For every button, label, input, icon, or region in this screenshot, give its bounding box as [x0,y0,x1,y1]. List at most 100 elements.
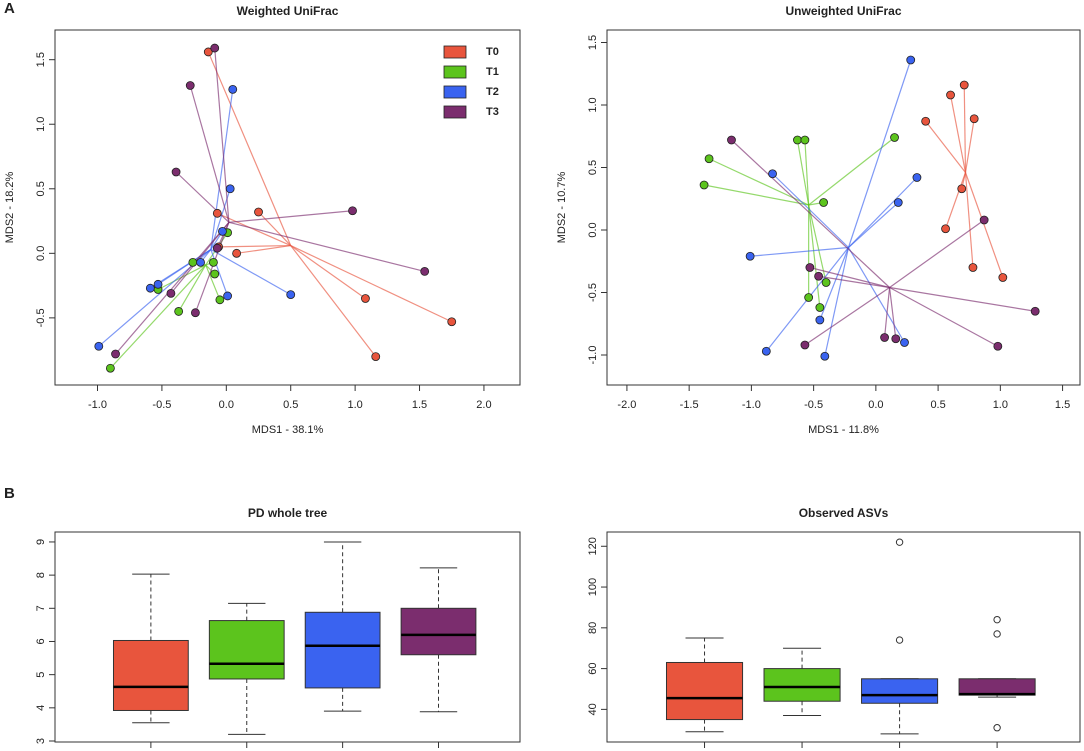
point [188,257,198,267]
point [191,308,200,318]
spider-line [847,59,912,248]
point [890,133,899,142]
x-tick-label: 1.5 [1055,399,1070,411]
spider-line [925,120,966,173]
point [174,307,184,316]
point [210,43,220,53]
outlier [993,615,1001,624]
point [94,341,104,351]
point [704,154,714,164]
plot-frame [54,29,521,386]
y-tick-label: 4 [35,705,47,711]
point [1030,306,1040,316]
spider-line [750,246,849,257]
point [814,271,824,281]
spider-line [804,287,890,346]
point [793,135,802,145]
point [921,116,931,126]
box [861,678,939,704]
panel-label: B [4,485,15,502]
point [212,208,222,218]
spider-line [809,266,890,289]
point [891,334,901,344]
spider-line [178,264,207,312]
spider-line [796,139,810,206]
point [218,226,227,236]
spider-line [205,264,221,301]
y-tick-label: 100 [587,578,599,596]
y-tick-label: 1.5 [35,52,47,67]
point [223,291,233,301]
point [800,135,810,145]
point [946,90,955,100]
outlier [993,630,1001,638]
y-tick-label: 0.0 [587,222,599,237]
point [906,55,916,65]
spider-line [889,286,999,347]
point [941,224,950,234]
point [959,80,969,90]
spider-line [731,139,890,288]
spider-line [217,212,291,247]
point [371,352,381,362]
spider-line [963,84,967,173]
point [699,180,709,190]
y-tick-label: 1.5 [587,35,599,50]
point [210,269,220,279]
spider-line [189,85,230,223]
spider-line [808,204,821,308]
y-axis-label: MDS2 - 18.2% [4,172,16,244]
y-tick-label: 40 [587,703,599,715]
point [804,293,814,302]
spider-line [258,211,292,246]
point [761,346,771,356]
spider-line [290,245,366,299]
y-tick-label: 9 [35,539,47,545]
y-tick-label: -1.0 [587,346,599,365]
y-tick-label: -0.5 [587,283,599,302]
legend-swatch [443,65,467,79]
point [361,294,370,303]
point [969,114,979,124]
spider-line [772,173,849,248]
x-tick-label: -1.0 [742,399,761,411]
point [203,47,213,57]
x-tick-label: 0.0 [219,399,234,411]
legend-swatch [443,45,467,59]
x-axis-label: MDS1 - 38.1% [252,424,324,436]
legend-label: T0 [486,46,499,58]
spider-line [210,248,292,296]
spider-line [228,210,353,223]
point [166,288,176,298]
spider-line [949,94,967,173]
point [145,283,155,293]
spider-line [290,245,377,357]
spider-line [808,137,895,206]
x-tick-label: 0.0 [868,399,883,411]
point [893,198,903,207]
spider-line [194,222,230,313]
y-axis-label: MDS2 - 10.7% [556,172,568,244]
chart-title: Weighted UniFrac [237,4,339,18]
point [447,317,457,327]
y-tick-label: 1.0 [587,97,599,112]
spider-line [207,51,292,246]
y-tick-label: 0.5 [35,181,47,196]
spider-line [210,249,229,297]
spider-line [210,89,234,250]
point [254,207,263,217]
spider-line [115,221,230,355]
chart-title: PD whole tree [248,506,328,520]
x-axis-label: MDS1 - 11.8% [808,424,879,436]
x-tick-label: -0.5 [804,399,823,411]
point [196,257,205,267]
legend-swatch [443,85,467,99]
point [286,290,296,300]
box [112,639,189,711]
legend-label: T3 [486,106,499,118]
spider-line [945,172,967,229]
plot-frame [54,531,521,743]
point [105,363,115,373]
plot-frame [606,29,1081,386]
